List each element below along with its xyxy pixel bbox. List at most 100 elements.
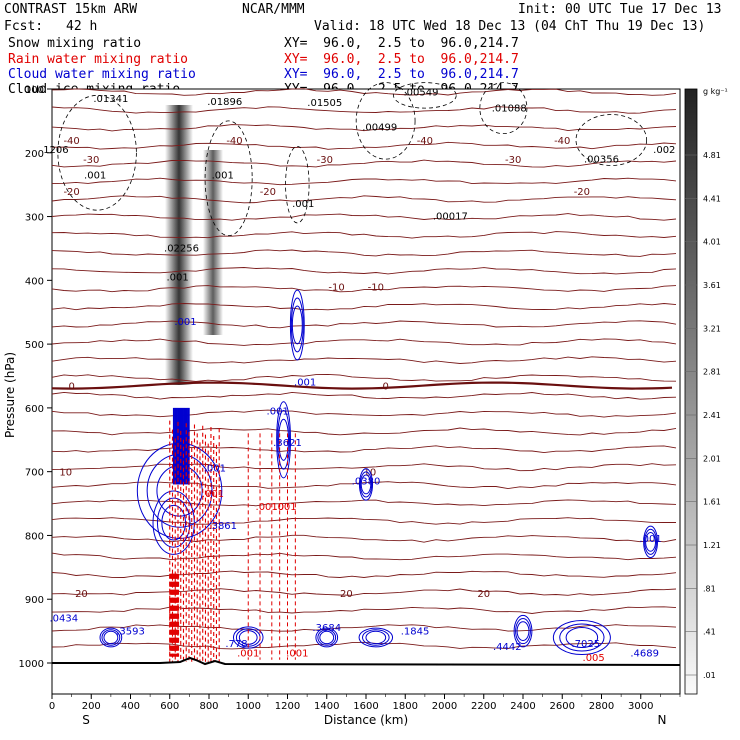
isotherm-label: -20 [260, 187, 276, 198]
field-xy-rain: XY= 96.0, 2.5 to 96.0,214.7 [284, 52, 519, 67]
axes: 0 200 400 600 800 1000 1200 1400 1600 1800 2000 220… [19, 85, 681, 712]
isotherm-line [51, 641, 677, 650]
isotherm-label: -40 [554, 136, 570, 147]
contour-annotation: .001 [274, 502, 296, 513]
fcst-label: Fcst: [4, 19, 44, 34]
cloud-ice-contour [285, 146, 310, 224]
colorbar-label: 3.61 [703, 281, 721, 290]
cloud-ice-contour [393, 82, 457, 109]
contour-annotation: .001 [174, 317, 196, 328]
isotherm-line [51, 88, 677, 96]
contour-annotation: .7025 [571, 639, 600, 650]
cloud-water-contour [232, 626, 264, 649]
contour-annotation: .01088 [492, 103, 527, 114]
cloud-ice-contour [57, 94, 137, 211]
contour-annotation: .1845 [401, 626, 430, 637]
colorbar-label: 4.81 [703, 151, 721, 160]
isotherm-label: -20 [574, 187, 590, 198]
field-xy-snow: XY= 96.0, 2.5 to 96.0,214.7 [284, 36, 519, 51]
isotherm-line [51, 320, 677, 329]
isotherm-label: -40 [417, 136, 433, 147]
isotherm-line [51, 356, 677, 364]
isotherm-line [51, 445, 677, 454]
org-label: NCAR/MMM [242, 2, 305, 17]
contour-annotation: .001 [166, 272, 188, 283]
cloud-water-contour [644, 528, 658, 555]
x-tick-label: 0 [49, 701, 55, 712]
colorbar-label: 3.21 [703, 324, 721, 333]
cloud-water-contour [99, 627, 123, 648]
cloud-water-contour [365, 630, 387, 645]
cloud-water-contour [358, 627, 394, 648]
isotherm-line [51, 231, 677, 239]
cloud-water-contour [643, 525, 658, 559]
contour-annotation: .001 [267, 406, 289, 417]
isotherm-label: -30 [317, 155, 333, 166]
x-end-label-left: S [82, 713, 90, 727]
x-end-label-right: N [658, 713, 667, 727]
temperature-isotherms: -40 -40 -40 -40 -30 -30 -30 -20 -20 -20 -10 -10 0 0 10… [51, 88, 677, 650]
isotherm-line [51, 427, 677, 436]
cloud-water-contour [319, 630, 335, 645]
cloud-ice-contour [479, 82, 528, 135]
isotherm-line [51, 624, 677, 632]
cloud-water-contour [278, 418, 290, 461]
contour-annotation: .3593 [116, 626, 145, 637]
isotherm-line [51, 303, 677, 311]
isotherm-line [51, 606, 677, 614]
y-tick-label: 1000 [19, 659, 44, 670]
isotherm-zero [51, 381, 673, 390]
x-tick-label: 600 [160, 701, 179, 712]
cloud-water-contour [156, 497, 191, 548]
y-axis-label: Pressure (hPa) [3, 352, 17, 438]
contour-annotation: .001 [237, 649, 259, 660]
x-tick-label: 1000 [236, 701, 261, 712]
isotherm-line [51, 552, 677, 561]
cloud-water-contour [359, 471, 373, 498]
isotherm-label: -30 [505, 155, 521, 166]
snow-plume-1 [165, 105, 193, 385]
colorbar-label: 4.01 [703, 238, 721, 247]
isotherm-label: 10 [364, 468, 377, 479]
x-tick-label: 2600 [550, 701, 575, 712]
cloud-water-contour [291, 305, 303, 345]
contour-annotation: .01505 [307, 98, 342, 109]
y-tick-label: 800 [25, 531, 44, 542]
isotherm-label: 20 [477, 589, 490, 600]
field-name-cloudwater: Cloud water mixing ratio [8, 67, 196, 82]
colorbar-label: .41 [703, 628, 716, 637]
isotherm-label: 0 [382, 382, 388, 393]
contour-annotation: .02256 [164, 244, 199, 255]
isotherm-line [51, 570, 677, 578]
cloud-water-contour [515, 618, 531, 645]
contour-annotation: .3861 [208, 521, 237, 532]
x-tick-label: 1800 [393, 701, 418, 712]
contour-annotation: .4689 [630, 649, 659, 660]
contour-annotation: .00499 [362, 122, 397, 133]
colorbar [684, 88, 698, 695]
contour-annotation: .0434 [49, 614, 78, 625]
contour-annotation: .00017 [433, 212, 468, 223]
contour-annotation: .3621 [273, 438, 302, 449]
isotherm-label: 20 [75, 589, 88, 600]
isotherm-label: -40 [63, 136, 79, 147]
contour-annotation: .001 [212, 170, 234, 181]
cloud-water-contour [103, 630, 119, 645]
colorbar-unit: g kg⁻¹ [703, 87, 728, 96]
cloud-water-contour [516, 621, 530, 641]
contour-annotation: .0380 [352, 476, 381, 487]
isotherm-line [51, 177, 677, 186]
terrain-line [52, 656, 681, 666]
isotherm-line [51, 195, 677, 204]
colorbar-label: .81 [703, 584, 716, 593]
x-tick-label: 2200 [471, 701, 496, 712]
rain-water-contours [169, 420, 296, 662]
colorbar-label: 2.41 [703, 411, 721, 420]
isotherm-line [51, 391, 677, 400]
fcst-value: 42 h [66, 19, 98, 34]
valid-time: Valid: 18 UTC Wed 18 Dec 13 (04 ChT Thu … [314, 19, 706, 34]
isotherm-label: -10 [328, 283, 344, 294]
contour-annotation: .778 [225, 639, 247, 650]
isotherm-label: -10 [368, 283, 384, 294]
